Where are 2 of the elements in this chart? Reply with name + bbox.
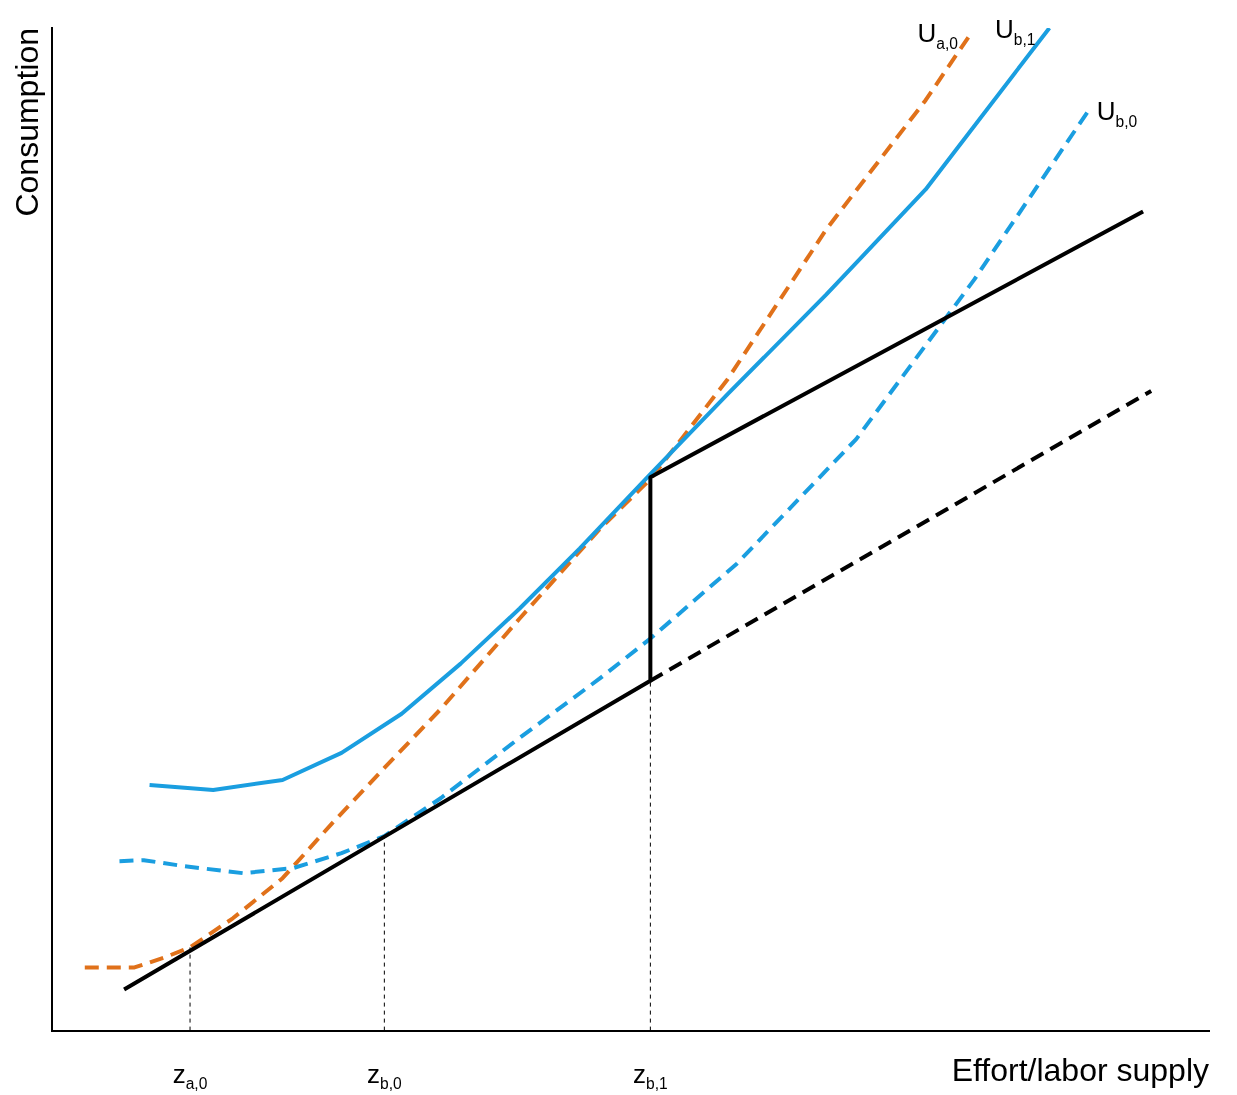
x-axis-title: Effort/labor supply	[951, 1051, 1209, 1088]
y-axis-title: Consumption	[9, 28, 46, 217]
